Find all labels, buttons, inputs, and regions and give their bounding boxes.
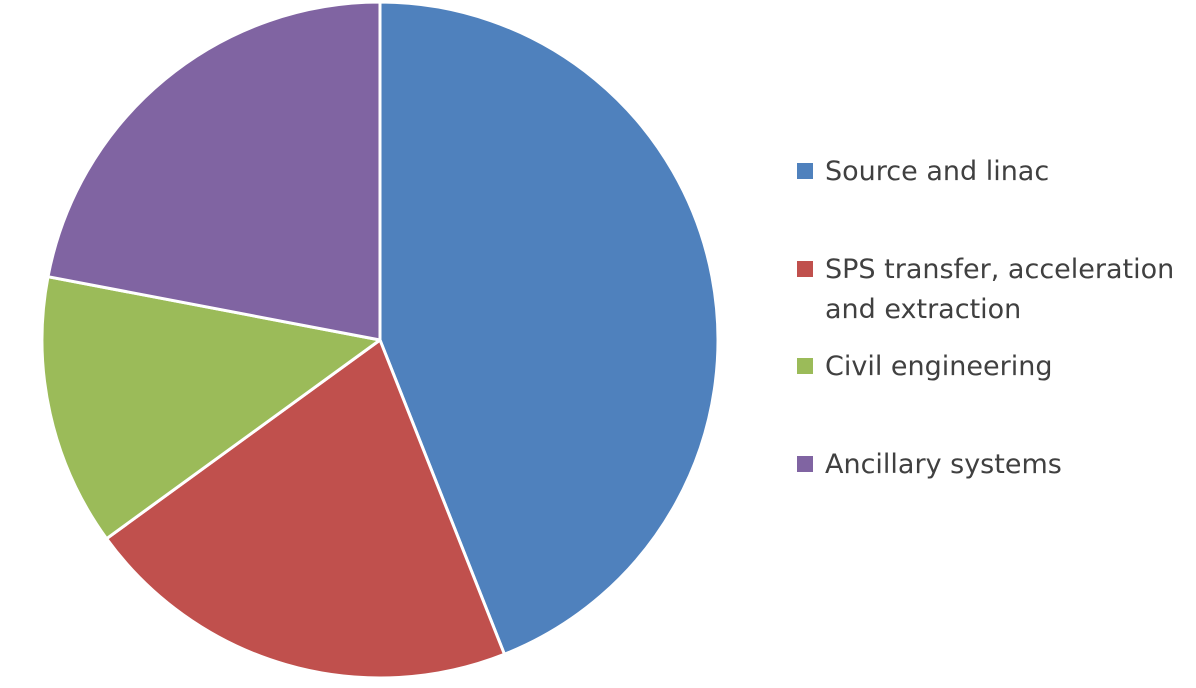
legend-label-ancillary-systems: Ancillary systems [825,449,1062,480]
legend-swatch-civil-engineering [797,358,813,374]
legend-label-source-and-linac: Source and linac [825,156,1050,187]
legend-swatch-source-and-linac [797,163,813,179]
pie-slice-source-and-linac [378,0,720,656]
pie-slice-sps-transfer [105,338,506,680]
pie-slice-civil-engineering [40,275,382,541]
legend-label-sps-transfer: SPS transfer, acceleration and extractio… [825,254,1175,325]
pie-chart [40,0,720,680]
legend-swatch-sps-transfer [797,261,813,277]
legend-label-civil-engineering: Civil engineering [825,351,1053,382]
pie-slice-ancillary-systems [46,0,382,342]
legend-swatch-ancillary-systems [797,456,813,472]
